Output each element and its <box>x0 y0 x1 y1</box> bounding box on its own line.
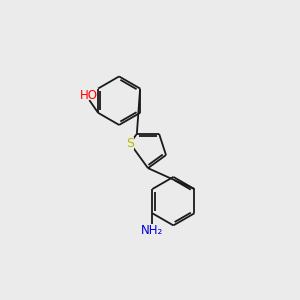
Text: NH₂: NH₂ <box>141 224 164 237</box>
Text: HO: HO <box>80 89 98 102</box>
Text: S: S <box>126 137 134 150</box>
